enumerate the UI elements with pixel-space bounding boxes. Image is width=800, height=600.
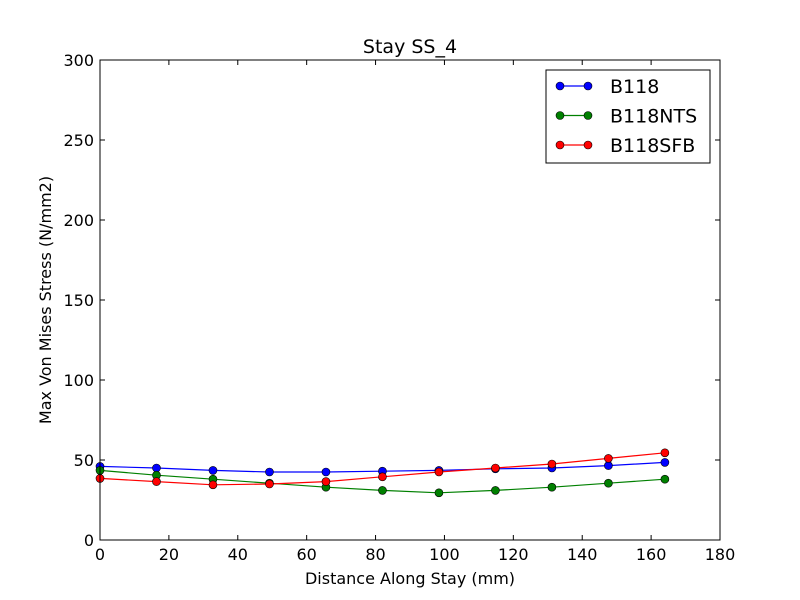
x-tick-label: 80 — [365, 545, 385, 564]
legend-marker-2 — [555, 140, 565, 150]
legend-box — [545, 69, 711, 164]
data-point-1-5 — [378, 486, 387, 495]
x-tick-label: 120 — [498, 545, 529, 564]
data-point-2-4 — [321, 477, 331, 486]
y-axis-label: Max Von Mises Stress (N/mm2) — [36, 176, 55, 424]
data-point-0-9 — [604, 461, 613, 470]
data-point-0-2 — [208, 466, 218, 475]
data-point-2-3 — [265, 479, 274, 489]
data-point-1-8 — [547, 482, 557, 492]
x-tick-label: 180 — [705, 545, 736, 564]
data-point-0-10 — [660, 458, 670, 467]
data-point-0-1 — [152, 463, 161, 473]
data-point-2-8 — [547, 459, 557, 469]
y-tick-label: 150 — [63, 291, 94, 310]
legend-marker-1 — [555, 111, 565, 120]
data-point-1-10 — [660, 474, 670, 484]
x-tick-label: 140 — [567, 545, 598, 564]
legend-label-1: B118NTS — [610, 106, 697, 128]
x-tick-label: 0 — [95, 545, 105, 564]
plot-area — [95, 448, 670, 498]
data-point-1-7 — [491, 486, 500, 495]
y-tick-label: 200 — [63, 211, 94, 230]
y-tick-label: 0 — [84, 531, 94, 550]
axis-ticks: 0 20 40 60 80 100 120 140 160 180 0 50 100 150 200 250 3… — [63, 51, 735, 564]
y-tick-label: 250 — [63, 131, 94, 150]
x-tick-label: 100 — [429, 545, 460, 564]
x-axis-label: Distance Along Stay (mm) — [305, 569, 515, 588]
x-tick-label: 20 — [159, 545, 179, 564]
data-point-2-1 — [152, 477, 161, 486]
legend-label-0: B118 — [610, 76, 659, 98]
chart-title: Stay SS_4 — [363, 36, 457, 58]
data-point-2-9 — [604, 454, 613, 463]
legend-marker-0 — [555, 81, 565, 91]
data-point-2-5 — [378, 472, 387, 482]
data-point-1-9 — [604, 478, 613, 488]
y-tick-label: 100 — [63, 371, 94, 390]
data-point-1-6 — [434, 488, 444, 498]
data-point-2-6 — [434, 467, 444, 477]
data-point-2-10 — [660, 448, 670, 458]
x-tick-label: 160 — [636, 545, 667, 564]
legend-marker-1 — [583, 111, 593, 120]
legend-label-2: B118SFB — [610, 135, 695, 157]
x-tick-label: 40 — [228, 545, 248, 564]
data-point-2-7 — [491, 463, 500, 473]
legend-marker-2 — [583, 140, 593, 150]
x-tick-label: 60 — [296, 545, 316, 564]
y-tick-label: 300 — [63, 51, 94, 70]
data-point-2-2 — [208, 480, 218, 490]
data-point-0-4 — [321, 467, 331, 477]
legend-marker-0 — [583, 81, 593, 91]
legend: B118 B118NTS B118SFB — [545, 69, 711, 164]
y-tick-label: 50 — [74, 451, 94, 470]
data-point-0-3 — [265, 467, 274, 477]
